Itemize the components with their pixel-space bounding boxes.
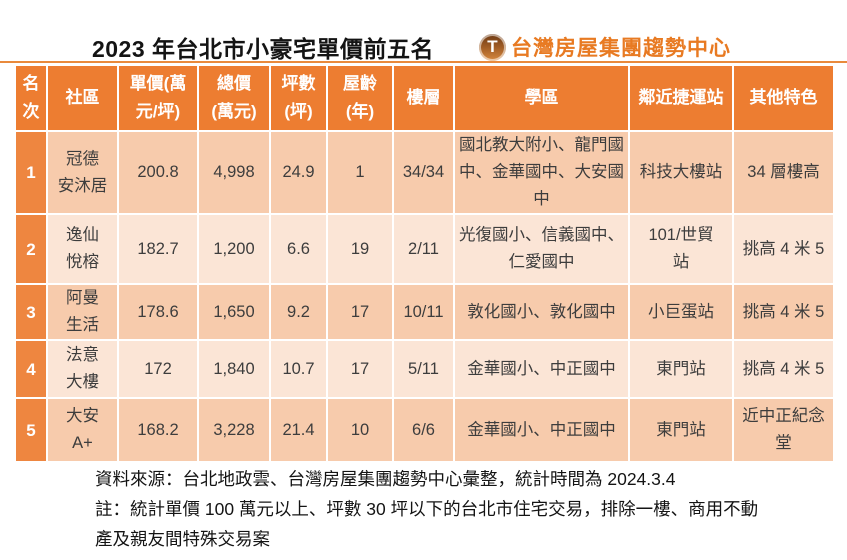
brand-t-icon: T	[479, 33, 506, 61]
table-row: 1 冠德 安沐居 200.8 4,998 24.9 1 34/34 國北教大附小…	[14, 130, 835, 215]
cell-community: 大安 A+	[46, 397, 119, 463]
cell-mrt: 東門站	[628, 339, 734, 399]
cell-feature: 近中正紀念 堂	[732, 397, 835, 463]
cell-unit-price: 182.7	[117, 213, 199, 285]
brand-name: 台灣房屋集團趨勢中心	[511, 37, 731, 60]
cell-rank: 4	[14, 339, 48, 399]
cell-community: 阿曼 生活	[46, 283, 119, 341]
col-header-school: 學區	[453, 64, 630, 132]
table-row: 4 法意 大樓 172 1,840 10.7 17 5/11 金華國小、中正國中…	[14, 339, 835, 399]
col-header-mrt: 鄰近捷運站	[628, 64, 734, 132]
table-row: 5 大安 A+ 168.2 3,228 21.4 10 6/6 金華國小、中正國…	[14, 397, 835, 463]
cell-size: 6.6	[269, 213, 328, 285]
col-header-age: 屋齡 (年)	[326, 64, 394, 132]
cell-school: 國北教大附小、龍門國中、金華國中、大安國中	[453, 130, 630, 215]
cell-age: 17	[326, 283, 394, 341]
cell-rank: 2	[14, 213, 48, 285]
cell-school: 金華國小、中正國中	[453, 339, 630, 399]
col-header-size: 坪數 (坪)	[269, 64, 328, 132]
cell-mrt: 101/世貿 站	[628, 213, 734, 285]
cell-rank: 5	[14, 397, 48, 463]
col-header-floor: 樓層	[392, 64, 455, 132]
col-header-total-price: 總價 (萬元)	[197, 64, 271, 132]
cell-feature: 挑高 4 米 5	[732, 213, 835, 285]
cell-mrt: 東門站	[628, 397, 734, 463]
col-header-rank: 名 次	[14, 64, 48, 132]
cell-unit-price: 172	[117, 339, 199, 399]
cell-size: 10.7	[269, 339, 328, 399]
cell-total-price: 1,840	[197, 339, 271, 399]
cell-feature: 34 層樓高	[732, 130, 835, 215]
cell-rank: 1	[14, 130, 48, 215]
cell-size: 9.2	[269, 283, 328, 341]
cell-age: 19	[326, 213, 394, 285]
cell-school: 敦化國小、敦化國中	[453, 283, 630, 341]
data-source-note: 資料來源：台北地政雲、台灣房屋集團趨勢中心彙整，統計時間為 2024.3.4	[95, 469, 676, 489]
col-header-community: 社區	[46, 64, 119, 132]
cell-community: 冠德 安沐居	[46, 130, 119, 215]
cell-size: 21.4	[269, 397, 328, 463]
cell-unit-price: 200.8	[117, 130, 199, 215]
brand-logo: T 台灣房屋集團趨勢中心	[479, 32, 731, 62]
cell-community: 逸仙 悅榕	[46, 213, 119, 285]
cell-size: 24.9	[269, 130, 328, 215]
cell-total-price: 1,200	[197, 213, 271, 285]
cell-total-price: 3,228	[197, 397, 271, 463]
cell-feature: 挑高 4 米 5	[732, 339, 835, 399]
cell-feature: 挑高 4 米 5	[732, 283, 835, 341]
cell-total-price: 4,998	[197, 130, 271, 215]
cell-mrt: 科技大樓站	[628, 130, 734, 215]
cell-floor: 6/6	[392, 397, 455, 463]
footer-notes: 資料來源：台北地政雲、台灣房屋集團趨勢中心彙整，統計時間為 2024.3.4 註…	[95, 464, 840, 554]
cell-school: 光復國小、信義國中、仁愛國中	[453, 213, 630, 285]
table-row: 2 逸仙 悅榕 182.7 1,200 6.6 19 2/11 光復國小、信義國…	[14, 213, 835, 285]
cell-age: 1	[326, 130, 394, 215]
cell-school: 金華國小、中正國中	[453, 397, 630, 463]
table-row: 3 阿曼 生活 178.6 1,650 9.2 17 10/11 敦化國小、敦化…	[14, 283, 835, 341]
cell-unit-price: 168.2	[117, 397, 199, 463]
page-title: 2023 年台北市小豪宅單價前五名	[91, 36, 435, 62]
cell-mrt: 小巨蛋站	[628, 283, 734, 341]
cell-floor: 2/11	[392, 213, 455, 285]
col-header-feature: 其他特色	[732, 64, 835, 132]
cell-total-price: 1,650	[197, 283, 271, 341]
cell-floor: 10/11	[392, 283, 455, 341]
cell-age: 10	[326, 397, 394, 463]
title-divider	[0, 61, 847, 63]
ranking-table: 名 次 社區 單價(萬 元/坪) 總價 (萬元) 坪數 (坪) 屋齡 (年) 樓…	[14, 64, 835, 463]
col-header-unit-price: 單價(萬 元/坪)	[117, 64, 199, 132]
cell-floor: 5/11	[392, 339, 455, 399]
cell-age: 17	[326, 339, 394, 399]
cell-rank: 3	[14, 283, 48, 341]
cell-unit-price: 178.6	[117, 283, 199, 341]
cell-community: 法意 大樓	[46, 339, 119, 399]
cell-floor: 34/34	[392, 130, 455, 215]
methodology-note: 註：統計單價 100 萬元以上、坪數 30 坪以下的台北市住宅交易，排除一樓、商…	[95, 499, 759, 549]
header-row: 名 次 社區 單價(萬 元/坪) 總價 (萬元) 坪數 (坪) 屋齡 (年) 樓…	[14, 64, 835, 132]
